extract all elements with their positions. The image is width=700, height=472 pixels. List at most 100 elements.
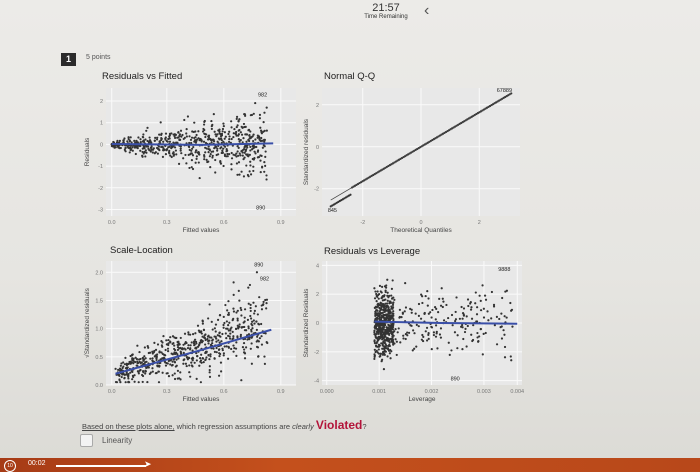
data-point: [376, 324, 380, 327]
data-point: [242, 137, 245, 140]
data-point: [406, 331, 409, 334]
progress-bar[interactable]: [56, 465, 146, 467]
data-point: [194, 332, 197, 335]
data-point: [237, 154, 240, 157]
y-tick-label: 1.0: [95, 327, 103, 333]
data-point: [374, 310, 377, 313]
data-point: [176, 141, 179, 144]
data-point: [377, 293, 380, 297]
data-point: [142, 370, 145, 373]
data-point: [211, 123, 214, 126]
data-point: [254, 101, 257, 105]
data-point: [427, 333, 430, 336]
data-point: [393, 330, 396, 333]
data-point: [251, 320, 254, 323]
data-point: [131, 149, 134, 152]
data-point: [386, 347, 390, 350]
data-point: [249, 173, 253, 176]
data-point: [167, 338, 170, 342]
data-point: [216, 147, 219, 150]
data-point: [381, 353, 385, 356]
data-point: [145, 129, 148, 132]
y-tick-label: 4: [316, 263, 319, 269]
data-point: [247, 333, 251, 336]
data-point: [123, 363, 127, 366]
data-point: [176, 369, 180, 372]
record-icon[interactable]: 10: [4, 460, 16, 472]
data-point: [232, 350, 235, 353]
data-point: [174, 365, 177, 368]
data-point: [133, 374, 136, 377]
data-point: [257, 135, 261, 138]
data-point: [376, 328, 379, 331]
annotation-67889: 67889: [497, 88, 512, 94]
data-point: [221, 130, 224, 133]
data-point: [148, 148, 151, 152]
data-point: [173, 146, 177, 149]
data-point: [232, 293, 235, 296]
data-point: [185, 132, 188, 135]
data-point: [166, 350, 170, 353]
data-point: [173, 360, 176, 364]
data-point: [156, 136, 159, 139]
data-point: [483, 294, 487, 297]
data-point: [237, 138, 240, 141]
data-point: [383, 323, 386, 326]
data-point: [236, 317, 239, 320]
data-point: [203, 334, 206, 337]
data-point: [413, 332, 416, 335]
data-point: [206, 138, 210, 141]
data-point: [238, 323, 241, 326]
data-point: [213, 350, 216, 353]
data-point: [147, 366, 150, 369]
data-point: [218, 314, 222, 317]
data-point: [172, 153, 176, 156]
data-point: [193, 140, 196, 143]
data-point: [462, 307, 466, 310]
data-point: [377, 338, 380, 341]
data-point: [264, 164, 267, 167]
answer-option-linearity[interactable]: Linearity: [80, 434, 132, 447]
data-point: [195, 355, 199, 358]
data-point: [436, 347, 439, 350]
data-point: [235, 152, 238, 155]
data-point: [245, 140, 248, 143]
data-point: [421, 333, 424, 337]
data-point: [174, 336, 177, 340]
data-point: [219, 133, 222, 136]
data-point: [214, 158, 217, 162]
data-point: [490, 290, 494, 294]
data-point: [179, 138, 182, 141]
checkbox[interactable]: [80, 434, 93, 447]
data-point: [241, 154, 244, 157]
data-point: [241, 141, 244, 144]
data-point: [384, 305, 387, 308]
data-point: [168, 145, 171, 148]
data-point: [255, 328, 258, 331]
data-point: [386, 331, 389, 334]
data-point: [209, 353, 212, 356]
data-point: [123, 137, 126, 140]
timer-value: 21:57: [372, 2, 400, 14]
data-point: [189, 333, 192, 336]
data-point: [171, 335, 175, 338]
data-point: [118, 367, 122, 370]
elapsed-time: 00:02: [28, 460, 46, 467]
data-point: [259, 139, 262, 142]
data-point: [202, 140, 206, 143]
data-point: [193, 121, 196, 124]
data-point: [380, 314, 383, 318]
data-point: [222, 147, 225, 150]
data-point: [248, 153, 251, 156]
data-point: [171, 342, 174, 346]
data-point: [255, 271, 259, 274]
data-point: [211, 339, 214, 342]
data-point: [229, 337, 232, 340]
data-point: [243, 357, 247, 360]
chevron-left-icon[interactable]: ‹: [424, 2, 430, 19]
data-point: [201, 319, 204, 322]
data-point: [376, 290, 379, 293]
data-point: [232, 153, 235, 156]
data-point: [161, 145, 164, 149]
data-point: [176, 343, 179, 346]
